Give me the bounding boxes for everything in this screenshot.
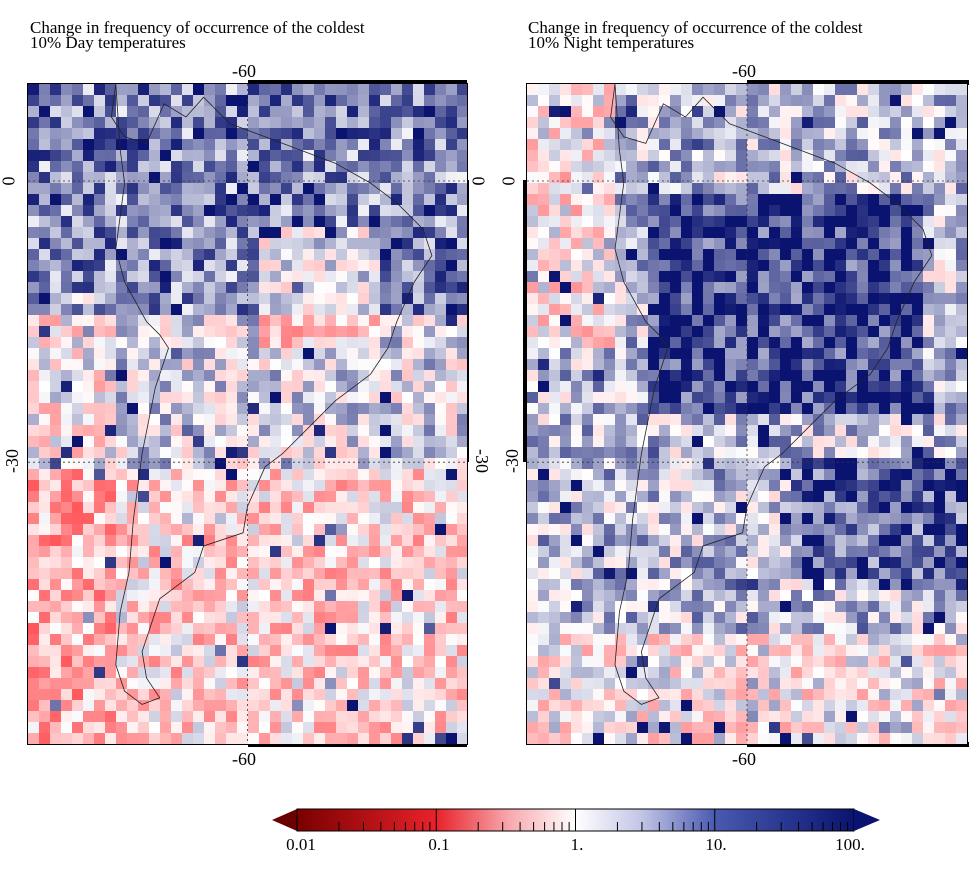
right-lat-label-30: -30 [502, 449, 522, 473]
colorbar: 0.01 0.1 1. 10. 100. [272, 808, 882, 864]
left-top-edge-bar [248, 80, 467, 85]
right-title-line1: Change in frequency of occurrence of the… [528, 18, 863, 37]
left-panel-title: Change in frequency of occurrence of the… [30, 18, 365, 52]
left-map-coastline [110, 84, 433, 705]
right-top-lon-label: -60 [732, 61, 756, 81]
left-lat-label-0: 0 [0, 176, 19, 186]
left-bottom-lon-label: -60 [232, 749, 256, 769]
left-title-line1: Change in frequency of occurrence of the… [30, 18, 365, 37]
right-panel-title: Change in frequency of occurrence of the… [528, 18, 863, 52]
left-top-lon-label: -60 [232, 61, 256, 81]
right-side-lat-label-30: -30 [472, 449, 492, 473]
right-title-line2: 10% Night temperatures [528, 33, 695, 52]
right-lat-label-0: 0 [498, 176, 519, 186]
right-map-coastline [610, 84, 933, 705]
colorbar-tick-label-4: 100. [835, 835, 865, 854]
colorbar-graphic [272, 808, 880, 832]
colorbar-low-arrow [272, 809, 297, 831]
colorbar-tick-label-3: 10. [705, 835, 727, 854]
right-bottom-lon-label: -60 [732, 749, 756, 769]
left-map-grid-cells [28, 84, 467, 744]
colorbar-tick-label-1: 0.1 [428, 835, 450, 854]
right-left-edge-bar [523, 180, 528, 462]
left-title-line2: 10% Day temperatures [30, 33, 186, 52]
right-map [526, 83, 968, 745]
left-map-svg [28, 84, 467, 744]
colorbar-high-arrow [854, 809, 880, 831]
left-map [27, 83, 468, 745]
colorbar-tick-label-0: 0.01 [286, 835, 316, 854]
colorbar-tick-label-2: 1. [570, 835, 584, 854]
right-side-lat-label-0: 0 [468, 176, 489, 186]
right-map-svg [527, 84, 967, 744]
left-lat-label-30: -30 [2, 449, 22, 473]
right-map-grid-cells [527, 84, 967, 744]
right-top-edge-bar [747, 80, 969, 85]
